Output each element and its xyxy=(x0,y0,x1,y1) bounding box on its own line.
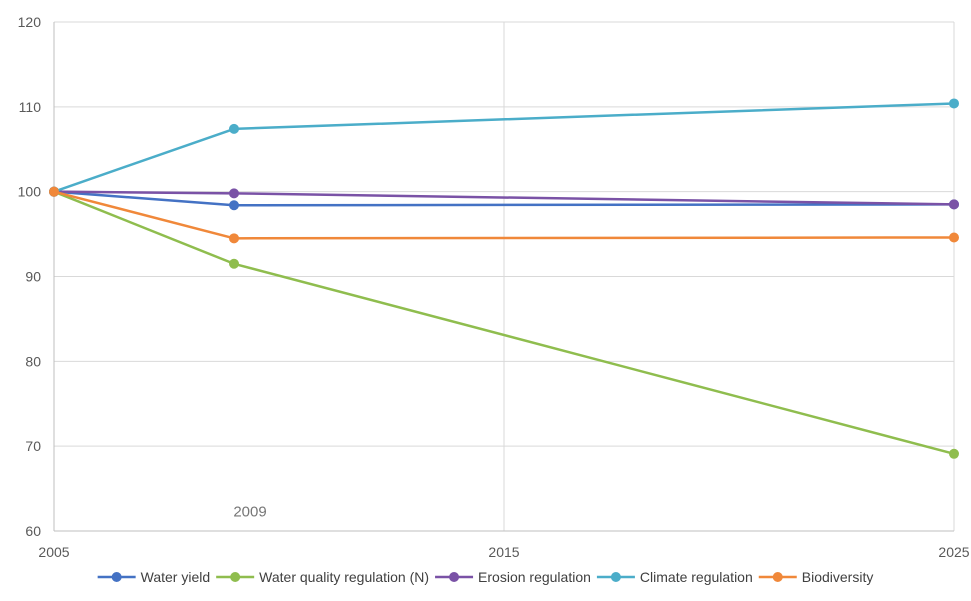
legend-item: Biodiversity xyxy=(758,569,874,585)
y-tick-label: 90 xyxy=(25,269,41,285)
legend-swatch-marker xyxy=(772,572,783,582)
annotation-label: 2009 xyxy=(233,504,266,521)
series-point-3-1 xyxy=(229,123,239,134)
series-lines xyxy=(49,98,959,459)
y-tick-label: 110 xyxy=(19,99,42,115)
legend-item: Water quality regulation (N) xyxy=(216,569,429,585)
x-tick-label: 2005 xyxy=(38,544,69,560)
legend-label: Climate regulation xyxy=(640,569,753,585)
series-point-1-2 xyxy=(949,448,959,459)
legend-swatch-marker xyxy=(230,572,241,582)
legend-label: Erosion regulation xyxy=(478,569,591,585)
legend-label: Water quality regulation (N) xyxy=(259,569,429,585)
legend-swatch-marker xyxy=(610,572,621,582)
y-tick-label: 100 xyxy=(18,184,42,200)
y-tick-label: 70 xyxy=(25,438,41,454)
y-tick-label: 120 xyxy=(18,14,42,30)
series-point-4-1 xyxy=(229,233,239,244)
series-point-1-1 xyxy=(229,258,239,269)
series-point-0-1 xyxy=(229,200,239,211)
series-point-2-2 xyxy=(949,199,959,210)
x-tick-label: 2015 xyxy=(488,544,519,560)
x-tick-label: 2025 xyxy=(938,544,969,560)
series-point-4-2 xyxy=(949,232,959,243)
legend-swatch-marker xyxy=(449,572,460,582)
axes: 60 70 80 90 100 110 120 2005 2015 2025 xyxy=(18,14,970,560)
legend-label: Water yield xyxy=(141,569,211,585)
annotations: 2009 xyxy=(233,504,266,521)
legend-item: Water yield xyxy=(97,569,211,585)
y-tick-label: 80 xyxy=(25,353,41,369)
legend-label: Biodiversity xyxy=(802,569,874,585)
series-point-3-2 xyxy=(949,98,959,109)
legend-swatch-marker xyxy=(111,572,122,582)
grid xyxy=(53,21,955,532)
series-point-2-1 xyxy=(229,188,239,199)
y-tick-label: 60 xyxy=(25,523,41,539)
legend-item: Climate regulation xyxy=(596,569,753,585)
series-point-4-0 xyxy=(49,186,59,197)
legend-item: Erosion regulation xyxy=(435,569,591,585)
legend: Water yield Water quality regulation (N) E… xyxy=(97,569,874,585)
